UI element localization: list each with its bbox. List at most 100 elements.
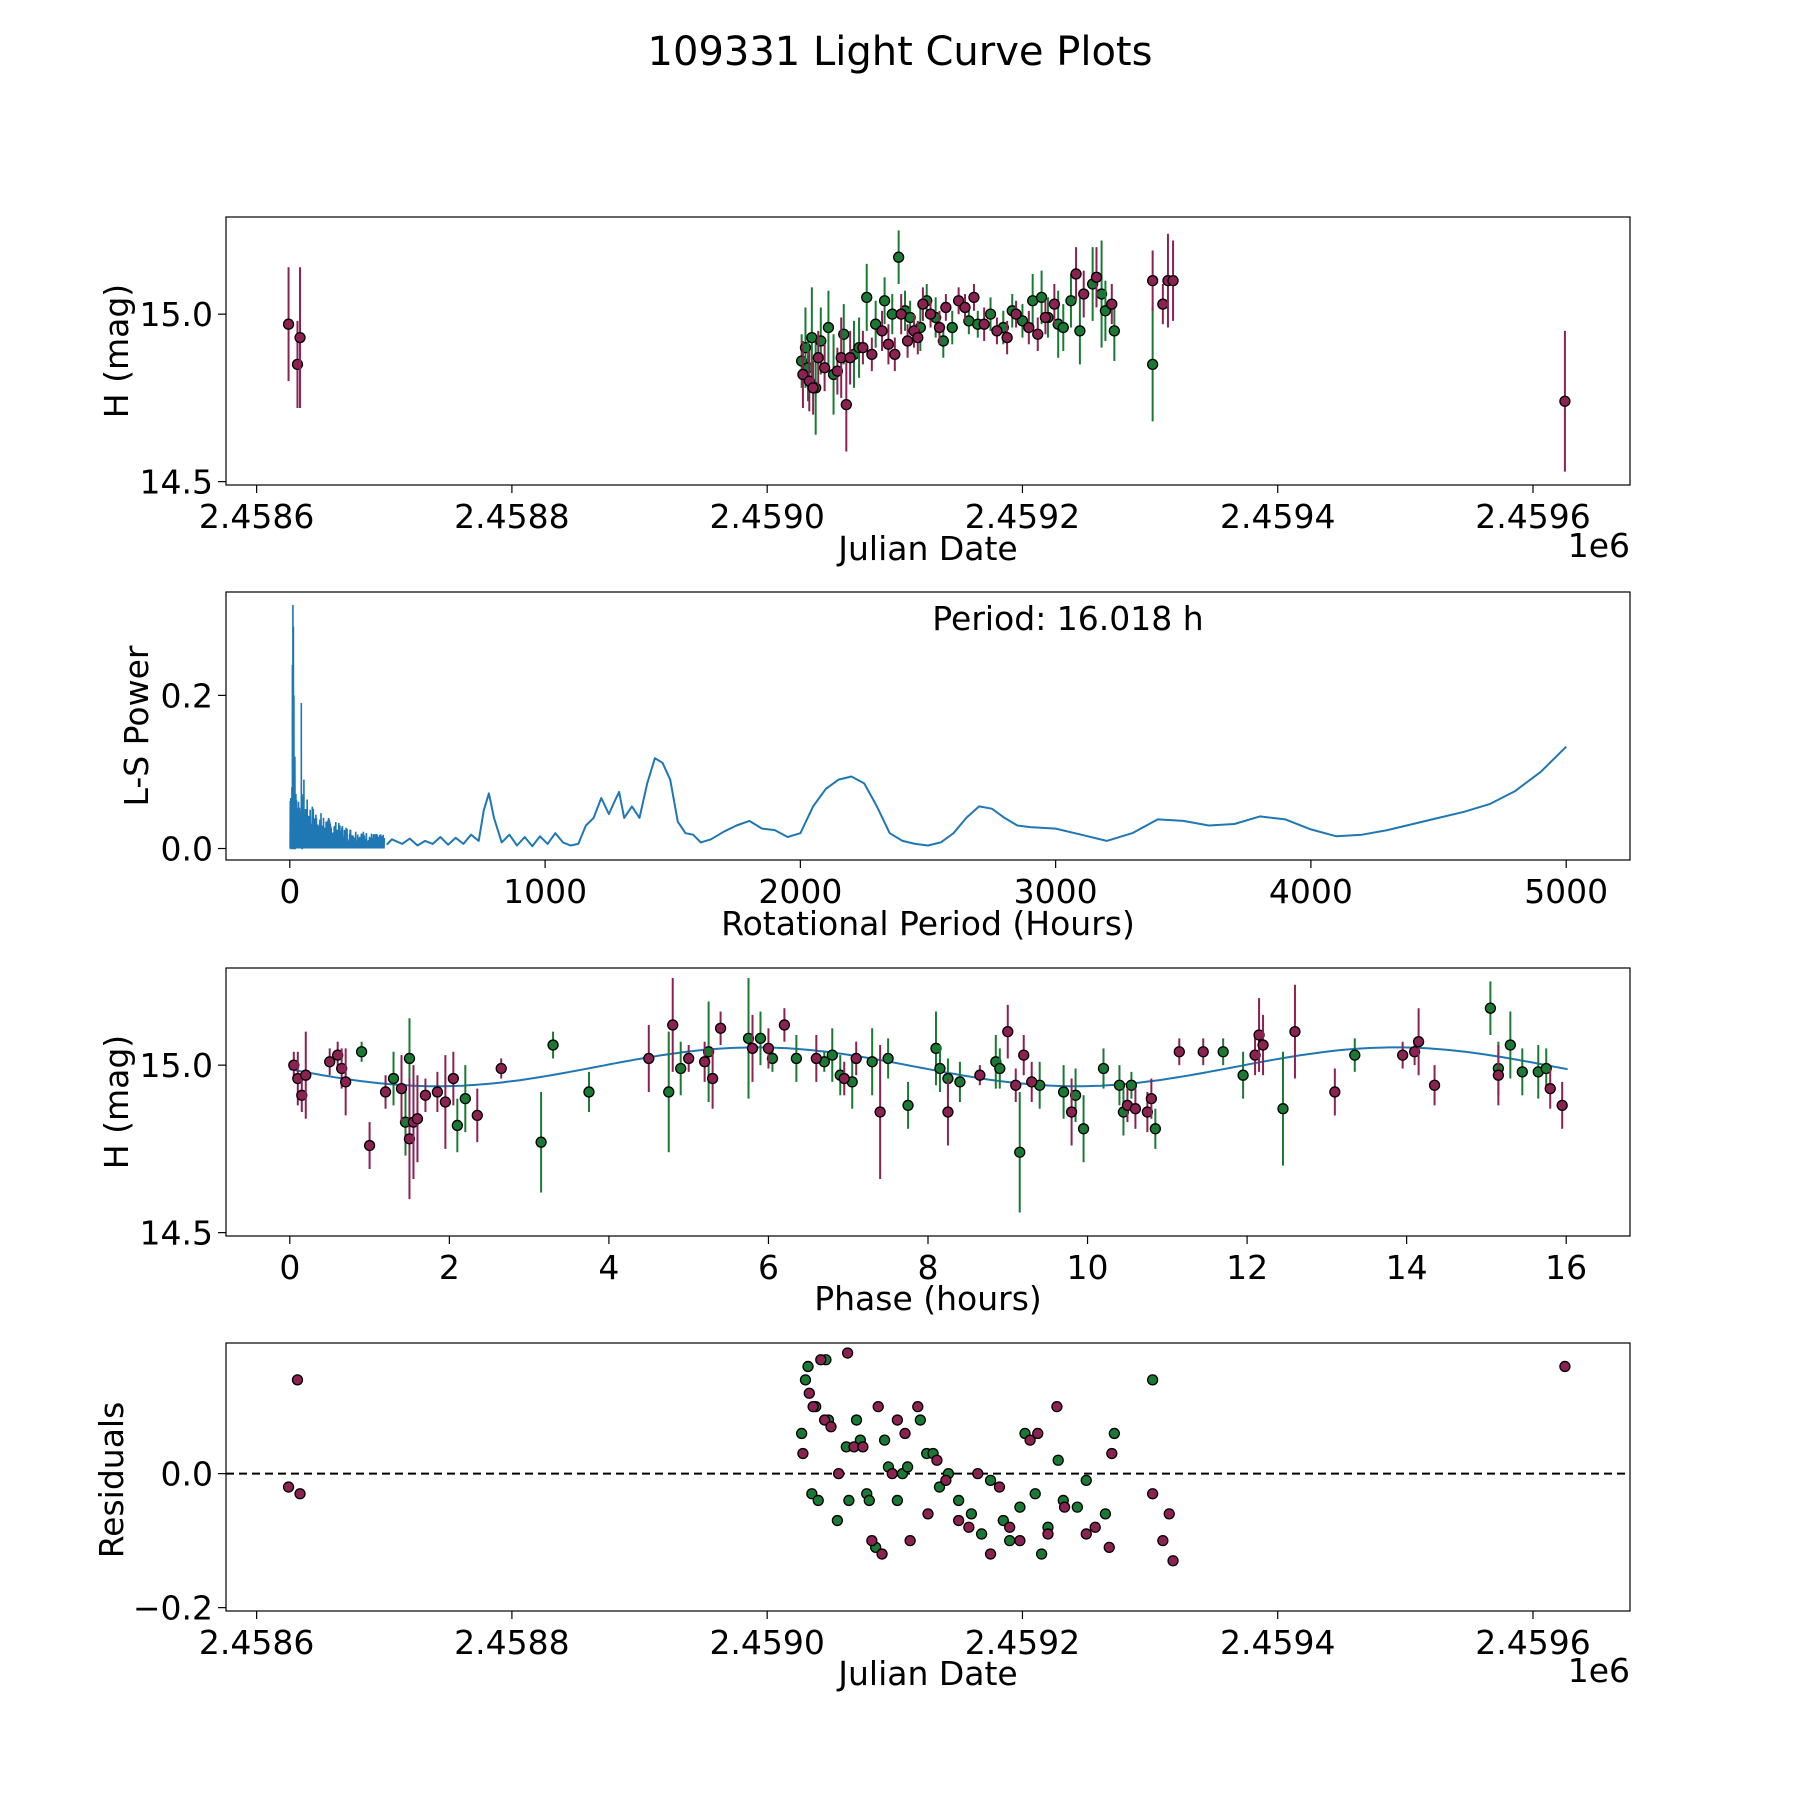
- green-point: [802, 1360, 814, 1373]
- purple-point: [1065, 1106, 1078, 1118]
- green-point: [1074, 325, 1086, 337]
- purple-point: [924, 308, 937, 320]
- purple-point: [797, 1447, 809, 1460]
- purple-point: [419, 1089, 432, 1101]
- phased-axes: 0 2 4 6 8 10 12 14 16 14.5 15.0: [140, 1046, 1588, 1287]
- purple-point: [952, 1514, 965, 1527]
- green-point: [1540, 1062, 1552, 1075]
- periodogram-line: [386, 745, 1567, 848]
- green-point: [1237, 1069, 1249, 1081]
- purple-point: [963, 1521, 975, 1533]
- purple-point: [1556, 1099, 1568, 1111]
- purple-point: [797, 368, 809, 381]
- green-point: [984, 1474, 997, 1486]
- y-tick-label: 15.0: [140, 295, 213, 334]
- purple-point: [876, 325, 888, 337]
- purple-point: [1048, 298, 1061, 310]
- purple-point: [778, 1019, 791, 1031]
- residuals-offset-label: 1e6: [1568, 1651, 1630, 1690]
- purple-point: [959, 301, 971, 314]
- green-point: [891, 1494, 904, 1507]
- purple-point: [1023, 321, 1035, 334]
- green-point: [997, 1514, 1009, 1527]
- green-point: [861, 291, 873, 304]
- green-point: [702, 1046, 715, 1058]
- green-point: [863, 1494, 875, 1507]
- phased-ylabel: H (mag): [97, 1035, 136, 1169]
- purple-point: [872, 1401, 884, 1413]
- purple-point: [850, 1052, 862, 1065]
- purple-point: [807, 382, 819, 394]
- purple-point: [643, 1052, 655, 1065]
- y-tick-label: 14.5: [140, 1214, 213, 1253]
- green-point: [1108, 325, 1120, 337]
- green-point: [1057, 1086, 1070, 1098]
- purple-point: [1412, 1036, 1425, 1048]
- green-point: [850, 1414, 863, 1426]
- purple-point: [1396, 1049, 1409, 1061]
- purple-point: [1249, 1049, 1261, 1061]
- green-point: [1146, 1374, 1159, 1386]
- green-point: [937, 335, 949, 347]
- purple-point: [838, 1072, 850, 1085]
- y-tick-label: 0.0: [161, 830, 213, 869]
- green-point: [812, 1494, 824, 1507]
- green-point: [954, 1076, 966, 1088]
- green-point: [535, 1136, 547, 1148]
- green-point: [1146, 358, 1159, 371]
- green-point: [403, 1052, 416, 1065]
- green-point: [1052, 1454, 1064, 1466]
- green-point: [965, 1508, 978, 1520]
- x-tick-label: 2.4588: [454, 497, 569, 536]
- purple-point: [991, 325, 1003, 337]
- x-tick-label: 14: [1386, 1248, 1428, 1287]
- phased-xlabel: Phase (hours): [814, 1279, 1042, 1318]
- purple-point: [282, 1481, 295, 1493]
- green-point: [799, 1374, 812, 1386]
- purple-point: [940, 1474, 952, 1486]
- purple-point: [1157, 298, 1169, 310]
- purple-point: [844, 352, 856, 364]
- green-point: [1065, 295, 1077, 307]
- purple-point: [1106, 298, 1118, 310]
- purple-point: [803, 1387, 815, 1399]
- purple-point: [904, 1535, 916, 1547]
- purple-point: [1001, 331, 1013, 344]
- purple-point: [1428, 1079, 1441, 1091]
- green-point: [355, 1046, 368, 1058]
- green-point: [1349, 1049, 1361, 1061]
- purple-point: [972, 1468, 984, 1480]
- purple-point: [1106, 1447, 1118, 1460]
- purple-point: [1329, 1086, 1341, 1098]
- purple-point: [1257, 1039, 1269, 1051]
- green-point: [1016, 315, 1029, 327]
- purple-point: [831, 365, 844, 377]
- purple-point: [683, 1052, 695, 1065]
- purple-point: [866, 1535, 878, 1547]
- purple-point: [746, 1042, 759, 1055]
- purple-point: [825, 1421, 837, 1433]
- period-annotation: Period: 16.018 h: [932, 599, 1203, 638]
- purple-point: [495, 1062, 507, 1075]
- green-point: [952, 1494, 965, 1507]
- purple-point: [1103, 1541, 1115, 1553]
- green-point: [1004, 1535, 1016, 1547]
- purple-point: [1163, 1508, 1175, 1520]
- purple-point: [984, 1548, 997, 1560]
- purple-point: [812, 352, 824, 364]
- purple-point: [1145, 1093, 1158, 1105]
- green-point: [878, 295, 891, 307]
- purple-point: [968, 291, 980, 304]
- purple-point: [807, 1401, 819, 1413]
- green-point: [1035, 1548, 1048, 1560]
- periodogram-xlabel: Rotational Period (Hours): [721, 904, 1135, 943]
- purple-point: [815, 1354, 827, 1366]
- green-point: [1057, 321, 1069, 334]
- purple-point: [1089, 1521, 1101, 1533]
- y-tick-label: 15.0: [140, 1046, 213, 1085]
- green-point: [882, 1052, 894, 1065]
- purple-point: [952, 295, 965, 307]
- x-tick-label: 4000: [1269, 872, 1353, 911]
- green-point: [1484, 1002, 1497, 1014]
